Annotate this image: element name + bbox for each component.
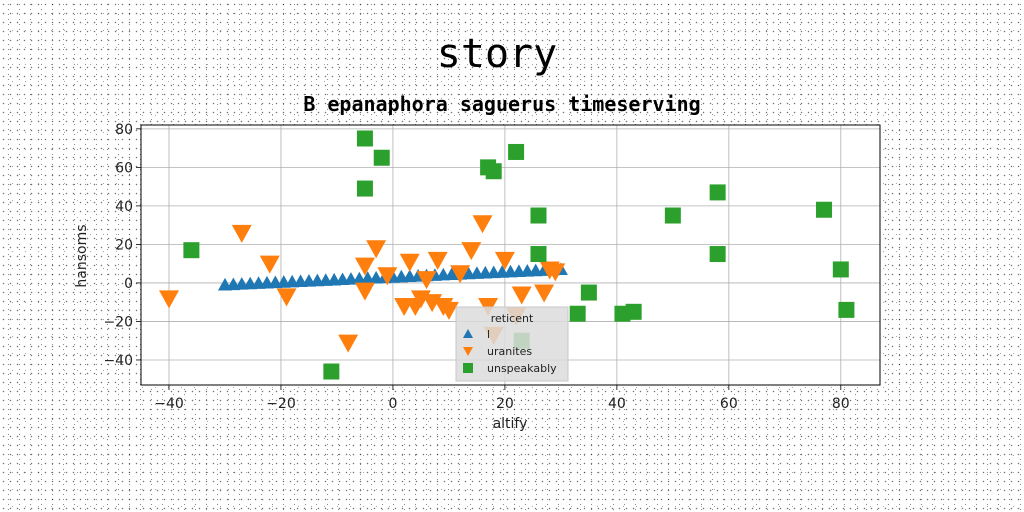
chart-subtitle: B epanaphora saguerus timeserving — [303, 92, 700, 116]
data-point — [838, 301, 855, 318]
data-point — [231, 224, 252, 243]
series-uranites — [158, 215, 566, 353]
data-point — [183, 242, 200, 259]
x-tick-label: 0 — [388, 396, 397, 412]
data-point — [373, 149, 390, 166]
legend-box — [455, 306, 569, 382]
tick-labels: −40 −20 0 20 40 60 80 −40 −20 0 20 40 60 80 — [103, 122, 849, 412]
data-point — [354, 282, 375, 301]
data-point — [354, 257, 375, 276]
data-point — [625, 303, 642, 320]
y-tick-label: −40 — [103, 353, 133, 369]
x-tick-label: 60 — [720, 396, 738, 412]
x-tick-label: 40 — [608, 396, 626, 412]
data-point — [427, 251, 448, 270]
data-point — [569, 305, 586, 322]
data-point — [511, 286, 532, 305]
series-unspeakably — [183, 130, 855, 380]
plot-frame — [140, 124, 881, 386]
data-point — [158, 290, 179, 309]
data-point — [508, 143, 525, 160]
data-point — [356, 130, 373, 147]
data-point — [259, 255, 280, 274]
data-marks — [158, 130, 855, 380]
data-point — [534, 284, 555, 303]
data-point — [356, 180, 373, 197]
data-point — [709, 184, 726, 201]
y-tick-label: 20 — [115, 237, 133, 253]
chart-title: story — [437, 31, 557, 77]
data-point — [580, 284, 597, 301]
data-point — [832, 261, 849, 278]
legend-entry: l — [487, 328, 490, 341]
data-point — [530, 246, 547, 263]
data-point — [377, 267, 398, 286]
data-point — [472, 215, 493, 234]
legend-marker — [463, 329, 473, 338]
data-point — [494, 251, 515, 270]
data-point — [545, 263, 566, 282]
legend-entry: unspeakably — [487, 362, 557, 375]
x-tick-label: 80 — [832, 396, 850, 412]
data-point — [276, 288, 297, 307]
y-tick-label: 40 — [115, 199, 133, 215]
series-l — [217, 262, 568, 291]
grid-lines — [141, 125, 880, 385]
y-tick-label: 0 — [124, 276, 133, 292]
axes — [136, 124, 881, 390]
legend-marker — [463, 363, 473, 373]
y-tick-label: −20 — [103, 314, 133, 330]
y-axis-label: hansoms — [74, 224, 90, 287]
data-point — [416, 271, 437, 290]
data-point — [323, 363, 340, 380]
data-point — [366, 240, 387, 259]
legend-title: reticent — [491, 312, 534, 325]
y-tick-label: 80 — [115, 122, 133, 138]
legend: reticent l uranites unspeakably — [455, 306, 569, 382]
data-point — [399, 253, 420, 272]
data-point — [530, 207, 547, 224]
legend-marker — [463, 347, 473, 356]
data-point — [450, 265, 471, 284]
x-tick-label: 20 — [496, 396, 514, 412]
x-tick-label: −20 — [266, 396, 296, 412]
data-point — [461, 242, 482, 261]
legend-entry: uranites — [487, 345, 532, 358]
x-tick-label: −40 — [154, 396, 184, 412]
data-point — [816, 201, 833, 218]
data-point — [709, 246, 726, 263]
data-point — [664, 207, 681, 224]
data-point — [438, 301, 459, 320]
x-axis-label: altify — [493, 416, 528, 432]
data-point — [338, 334, 359, 353]
data-point — [485, 163, 502, 180]
y-tick-label: 60 — [115, 160, 133, 176]
